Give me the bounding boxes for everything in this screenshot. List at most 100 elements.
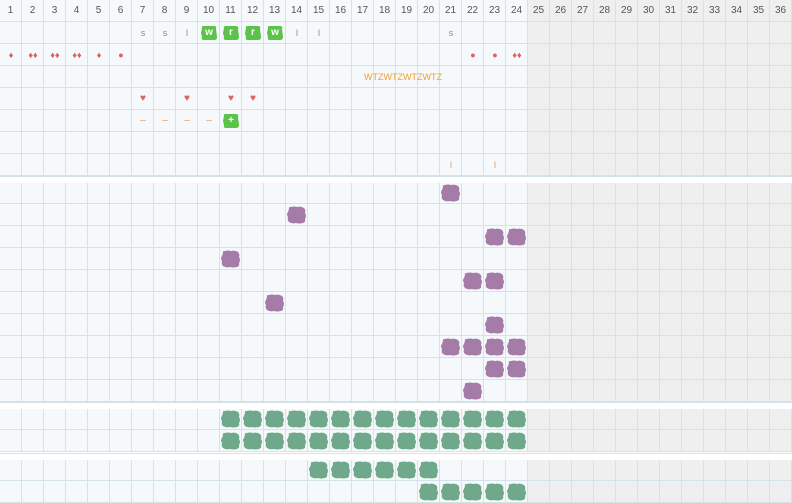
grid-cell[interactable] (682, 204, 704, 226)
grid-cell[interactable] (748, 380, 770, 402)
grid-cell[interactable] (528, 110, 550, 132)
grid-cell[interactable] (88, 336, 110, 358)
grid-cell[interactable] (418, 248, 440, 270)
grid-cell[interactable] (242, 154, 264, 176)
grid-cell[interactable] (198, 204, 220, 226)
grid-cell[interactable] (330, 132, 352, 154)
green-blob[interactable] (286, 410, 307, 428)
grid-cell[interactable] (220, 481, 242, 503)
grid-cell[interactable] (198, 248, 220, 270)
green-blob[interactable] (418, 410, 439, 428)
grid-cell[interactable] (44, 66, 66, 88)
grid-cell[interactable] (176, 88, 198, 110)
grid-cell[interactable] (110, 204, 132, 226)
grid-cell[interactable] (66, 358, 88, 380)
grid-cell[interactable] (154, 408, 176, 430)
grid-cell[interactable] (176, 459, 198, 481)
grid-cell[interactable] (528, 358, 550, 380)
grid-cell[interactable] (396, 248, 418, 270)
grid-cell[interactable] (242, 481, 264, 503)
grid-cell[interactable] (110, 154, 132, 176)
grid-cell[interactable] (748, 22, 770, 44)
grid-cell[interactable] (198, 66, 220, 88)
grid-cell[interactable] (132, 44, 154, 66)
green-blob[interactable] (396, 461, 417, 479)
grid-cell[interactable] (616, 270, 638, 292)
grid-cell[interactable] (22, 88, 44, 110)
grid-cell[interactable] (308, 110, 330, 132)
grid-cell[interactable] (286, 88, 308, 110)
heart-icon[interactable]: ♥ (140, 93, 146, 104)
green-blob[interactable] (352, 410, 373, 428)
column-header-17[interactable]: 17 (352, 0, 374, 22)
grid-cell[interactable] (44, 204, 66, 226)
purple-blob[interactable] (440, 338, 461, 356)
grid-cell[interactable] (132, 358, 154, 380)
grid-cell[interactable] (748, 358, 770, 380)
grid-cell[interactable] (660, 430, 682, 452)
grid-cell[interactable] (418, 204, 440, 226)
grid-cell[interactable] (22, 408, 44, 430)
grid-cell[interactable] (308, 292, 330, 314)
grid-cell[interactable] (726, 226, 748, 248)
grid-cell[interactable] (770, 182, 792, 204)
grid-cell[interactable] (550, 481, 572, 503)
grid-cell[interactable] (660, 22, 682, 44)
grid-cell[interactable] (616, 226, 638, 248)
grid-cell[interactable] (638, 154, 660, 176)
grid-cell[interactable] (242, 380, 264, 402)
grid-cell[interactable] (176, 430, 198, 452)
grid-cell[interactable] (550, 248, 572, 270)
grid-cell[interactable] (572, 481, 594, 503)
column-header-15[interactable]: 15 (308, 0, 330, 22)
grid-cell[interactable] (550, 204, 572, 226)
grid-cell[interactable] (374, 88, 396, 110)
grid-cell[interactable] (770, 358, 792, 380)
green-blob[interactable] (396, 432, 417, 450)
grid-cell[interactable] (528, 408, 550, 430)
grid-cell[interactable] (88, 270, 110, 292)
grid-cell[interactable] (220, 44, 242, 66)
purple-blob[interactable] (440, 184, 461, 202)
grid-cell[interactable] (286, 248, 308, 270)
grid-cell[interactable] (638, 408, 660, 430)
column-header-33[interactable]: 33 (704, 0, 726, 22)
column-header-36[interactable]: 36 (770, 0, 792, 22)
grid-cell[interactable] (396, 182, 418, 204)
grid-cell[interactable] (638, 132, 660, 154)
grid-cell[interactable] (528, 292, 550, 314)
grid-cell[interactable] (726, 380, 748, 402)
grid-cell[interactable] (396, 88, 418, 110)
grid-cell[interactable] (396, 110, 418, 132)
grid-cell[interactable] (0, 154, 22, 176)
grid-cell[interactable] (506, 22, 528, 44)
red-marker[interactable]: ♦♦ (50, 50, 60, 60)
grid-cell[interactable] (154, 182, 176, 204)
grid-cell[interactable] (88, 88, 110, 110)
grid-cell[interactable] (594, 380, 616, 402)
grid-cell[interactable] (550, 88, 572, 110)
grid-cell[interactable] (88, 459, 110, 481)
dash-marker[interactable]: – (206, 115, 212, 126)
grid-cell[interactable] (484, 154, 506, 176)
grid-cell[interactable] (396, 358, 418, 380)
grid-cell[interactable] (462, 22, 484, 44)
grid-cell[interactable] (0, 270, 22, 292)
grid-cell[interactable] (66, 204, 88, 226)
grid-cell[interactable] (264, 88, 286, 110)
grid-cell[interactable] (352, 132, 374, 154)
grid-cell[interactable] (242, 110, 264, 132)
grid-cell[interactable] (66, 66, 88, 88)
grid-cell[interactable] (110, 358, 132, 380)
grid-cell[interactable] (682, 182, 704, 204)
grid-cell[interactable] (330, 22, 352, 44)
grid-cell[interactable] (594, 44, 616, 66)
column-header-4[interactable]: 4 (66, 0, 88, 22)
column-header-23[interactable]: 23 (484, 0, 506, 22)
grid-cell[interactable] (462, 66, 484, 88)
grid-cell[interactable] (418, 270, 440, 292)
grid-cell[interactable] (330, 248, 352, 270)
grid-cell[interactable] (308, 182, 330, 204)
grid-cell[interactable] (44, 110, 66, 132)
grid-cell[interactable] (748, 270, 770, 292)
